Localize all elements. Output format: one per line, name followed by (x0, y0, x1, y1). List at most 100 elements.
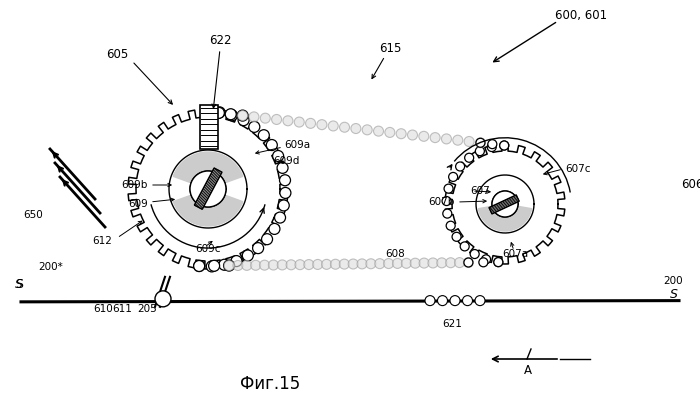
Circle shape (449, 173, 458, 182)
Circle shape (357, 259, 367, 269)
Circle shape (500, 141, 509, 150)
Text: 610: 610 (93, 304, 113, 314)
Circle shape (494, 258, 503, 267)
Circle shape (348, 259, 358, 269)
Circle shape (446, 221, 455, 230)
Circle shape (428, 258, 438, 268)
Circle shape (401, 258, 412, 268)
Circle shape (280, 187, 291, 198)
Circle shape (194, 261, 204, 272)
Circle shape (479, 258, 488, 267)
Circle shape (410, 258, 420, 268)
Circle shape (384, 258, 393, 269)
Circle shape (351, 124, 361, 134)
Text: 621: 621 (442, 319, 462, 329)
Circle shape (241, 261, 252, 270)
Circle shape (223, 260, 235, 271)
Circle shape (272, 151, 284, 162)
Circle shape (340, 259, 349, 269)
Text: 607a: 607a (502, 249, 528, 259)
Text: 200: 200 (663, 276, 682, 286)
Circle shape (283, 116, 293, 126)
Circle shape (442, 134, 452, 144)
Circle shape (214, 107, 225, 118)
Circle shape (321, 259, 332, 270)
Circle shape (374, 126, 384, 136)
Text: 611: 611 (112, 304, 132, 314)
Text: 200*: 200* (38, 262, 63, 272)
Circle shape (306, 118, 316, 128)
Circle shape (464, 258, 473, 267)
Circle shape (453, 135, 463, 145)
Circle shape (304, 260, 314, 270)
Circle shape (238, 115, 249, 126)
Circle shape (487, 142, 496, 151)
Wedge shape (173, 189, 243, 226)
Circle shape (450, 296, 460, 306)
Circle shape (269, 223, 280, 234)
Text: 615: 615 (379, 43, 401, 56)
Circle shape (206, 261, 217, 272)
Circle shape (442, 197, 451, 206)
Circle shape (155, 291, 171, 307)
Circle shape (463, 258, 473, 267)
Circle shape (492, 191, 518, 217)
Circle shape (225, 109, 236, 120)
Circle shape (202, 106, 213, 117)
Text: 609: 609 (128, 199, 148, 209)
Circle shape (277, 260, 287, 270)
Circle shape (278, 200, 289, 211)
Circle shape (237, 110, 248, 121)
Circle shape (313, 259, 323, 270)
Circle shape (438, 296, 447, 306)
Circle shape (419, 131, 429, 142)
Text: 609b: 609b (122, 180, 148, 190)
Circle shape (454, 258, 465, 267)
Circle shape (194, 261, 204, 272)
Circle shape (277, 162, 288, 173)
Circle shape (219, 259, 230, 270)
Circle shape (419, 258, 429, 268)
Circle shape (214, 108, 224, 118)
Circle shape (260, 113, 270, 123)
Circle shape (464, 137, 474, 146)
Circle shape (274, 212, 286, 223)
Circle shape (226, 110, 237, 121)
Circle shape (266, 139, 277, 151)
Polygon shape (489, 195, 519, 214)
Circle shape (475, 296, 485, 306)
Circle shape (330, 259, 340, 269)
Text: 612: 612 (92, 236, 112, 246)
Circle shape (393, 258, 402, 268)
Circle shape (258, 130, 270, 141)
Circle shape (328, 121, 338, 131)
Circle shape (260, 260, 270, 270)
Polygon shape (195, 168, 222, 209)
Text: S: S (15, 279, 23, 292)
Circle shape (396, 129, 406, 139)
Text: A: A (524, 364, 532, 378)
Text: 608: 608 (385, 249, 405, 259)
Circle shape (476, 138, 485, 147)
Polygon shape (200, 105, 218, 149)
Circle shape (233, 261, 243, 270)
Circle shape (443, 209, 452, 218)
Circle shape (248, 121, 260, 133)
Circle shape (456, 162, 465, 171)
Circle shape (494, 258, 503, 267)
Circle shape (463, 296, 473, 306)
Circle shape (251, 260, 260, 270)
Circle shape (190, 171, 226, 207)
Circle shape (452, 232, 461, 241)
Wedge shape (478, 204, 531, 231)
Circle shape (209, 260, 220, 271)
Circle shape (425, 296, 435, 306)
Text: S: S (15, 279, 23, 292)
Text: 605: 605 (106, 47, 128, 61)
Circle shape (340, 122, 349, 132)
Text: 609d: 609d (273, 156, 300, 166)
Circle shape (294, 117, 304, 127)
Text: 607b: 607b (428, 197, 455, 207)
Text: 606: 606 (681, 178, 700, 191)
Circle shape (242, 250, 253, 261)
